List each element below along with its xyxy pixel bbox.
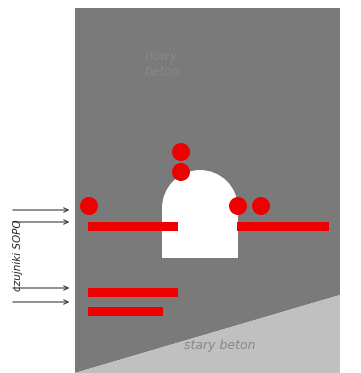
Text: nowy
beton: nowy beton [145,50,181,78]
Circle shape [252,197,270,215]
Polygon shape [75,295,340,373]
Circle shape [172,163,190,181]
Polygon shape [75,8,340,373]
Circle shape [229,197,247,215]
Bar [88,288,178,297]
Text: stary beton: stary beton [184,339,256,351]
Circle shape [80,197,98,215]
Wedge shape [162,170,238,208]
Bar [162,208,238,258]
Text: czujniki SOPO: czujniki SOPO [13,219,23,291]
Bar [237,222,329,231]
Bar [88,307,163,316]
Bar [88,222,178,231]
Circle shape [172,143,190,161]
